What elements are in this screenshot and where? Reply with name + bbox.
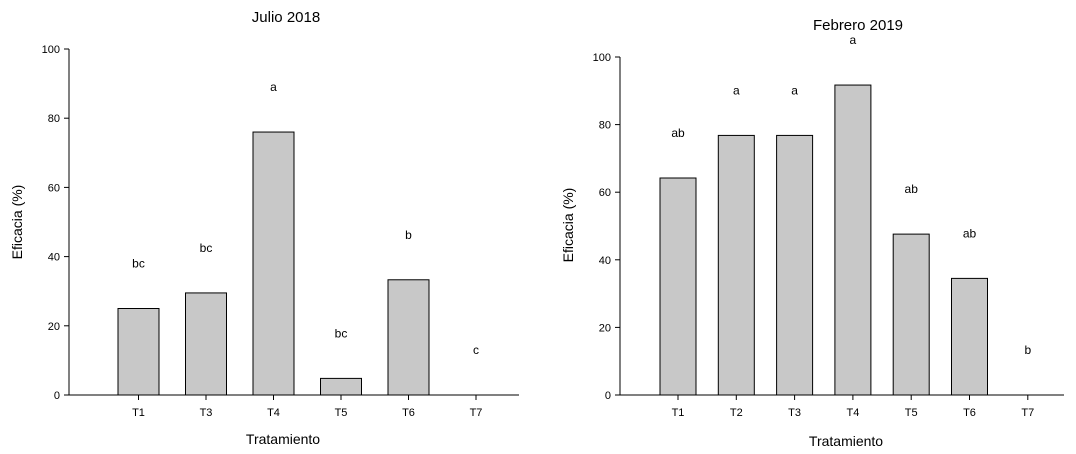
y-tick-label: 40 — [48, 252, 60, 264]
x-tick-label: T6 — [963, 407, 976, 419]
significance-letter: a — [270, 80, 277, 94]
y-tick-label: 80 — [48, 113, 60, 125]
y-tick-label: 0 — [605, 390, 611, 402]
y-tick-label: 20 — [599, 322, 611, 334]
y-tick-label: 0 — [54, 390, 60, 402]
significance-letter: ab — [963, 226, 977, 240]
x-tick-label: T4 — [846, 407, 859, 419]
chart-title: Julio 2018 — [252, 9, 320, 26]
bar-t4 — [252, 131, 295, 396]
significance-letter: a — [733, 83, 740, 97]
x-tick-label: T3 — [788, 407, 801, 419]
y-tick-label: 100 — [42, 44, 60, 56]
chart-febrero-2019: Febrero 2019 Tratamiento Eficacia (%) 0 2… — [560, 17, 1064, 449]
significance-letter: bc — [335, 326, 348, 340]
significance-letter: bc — [132, 257, 145, 271]
y-tick-label: 40 — [599, 255, 611, 267]
bar-t2 — [717, 134, 755, 396]
bar-t1 — [117, 308, 160, 396]
significance-letter: c — [473, 343, 479, 357]
x-axis-title: Tratamiento — [246, 431, 320, 447]
x-tick-label: T7 — [1021, 407, 1034, 419]
x-tick-label: T2 — [730, 407, 743, 419]
y-tick-label: 100 — [593, 52, 611, 64]
bar-t3 — [185, 292, 227, 396]
bar-t5 — [892, 233, 930, 396]
bar-t1 — [659, 177, 697, 396]
significance-letter: b — [1024, 343, 1031, 357]
x-tick-label: T5 — [905, 407, 918, 419]
x-tick-label: T5 — [335, 407, 348, 419]
x-tick-label: T7 — [470, 407, 483, 419]
significance-letter: ab — [905, 182, 919, 196]
x-axis-title: Tratamiento — [809, 433, 883, 449]
significance-letter: bc — [200, 241, 213, 255]
chart-title: Febrero 2019 — [813, 17, 903, 34]
y-tick-label: 60 — [48, 182, 60, 194]
significance-letter: a — [791, 83, 798, 97]
x-tick-label: T1 — [132, 407, 145, 419]
x-tick-label: T1 — [672, 407, 685, 419]
x-tick-label: T3 — [200, 407, 213, 419]
bar-t6 — [387, 279, 430, 396]
x-tick-label: T4 — [267, 407, 280, 419]
y-tick-label: 80 — [599, 120, 611, 132]
x-tick-label: T6 — [402, 407, 415, 419]
significance-letter: a — [850, 33, 857, 47]
y-tick-label: 60 — [599, 187, 611, 199]
y-axis-title: Eficacia (%) — [9, 185, 25, 260]
bar-t4 — [834, 84, 872, 396]
y-axis-title: Eficacia (%) — [560, 188, 576, 263]
y-tick-label: 20 — [48, 321, 60, 333]
significance-letter: b — [405, 228, 412, 242]
bar-t5 — [320, 377, 362, 396]
significance-letter: ab — [671, 126, 685, 140]
bar-t3 — [776, 134, 814, 396]
chart-julio-2018: Julio 2018 Tratamiento Eficacia (%) 0 20 4… — [9, 9, 519, 447]
bar-t6 — [951, 277, 988, 396]
